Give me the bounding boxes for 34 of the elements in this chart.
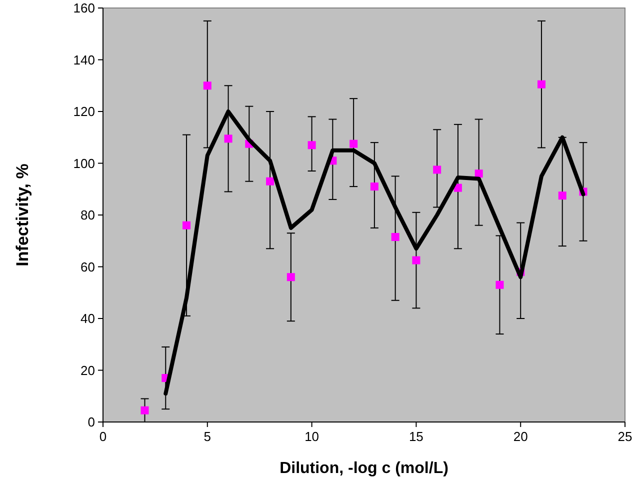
y-tick-label: 120 <box>73 104 95 119</box>
point <box>412 256 420 264</box>
point <box>433 166 442 174</box>
point <box>558 192 566 200</box>
point <box>203 82 212 90</box>
y-tick-label: 80 <box>80 208 95 222</box>
y-tick-label: 0 <box>88 414 95 430</box>
y-tick-label: 40 <box>80 311 95 326</box>
point <box>350 140 358 148</box>
x-tick-label: 15 <box>408 429 424 444</box>
x-axis-title: Dilution, -log c (mol/L) <box>280 460 448 477</box>
point <box>474 170 483 178</box>
x-tick-label: 5 <box>204 429 212 444</box>
y-tick-label: 100 <box>73 156 95 171</box>
point <box>224 134 232 143</box>
y-tick-label: 140 <box>73 52 95 68</box>
point <box>454 184 462 192</box>
x-tick-label: 0 <box>99 429 107 444</box>
point <box>308 141 316 150</box>
point <box>140 406 149 414</box>
point <box>496 280 504 289</box>
point <box>391 232 400 241</box>
point <box>286 273 295 282</box>
y-axis-title: Infectivity, % <box>13 164 32 266</box>
x-tick-label: 20 <box>513 429 528 444</box>
point <box>537 80 546 88</box>
point <box>266 177 274 186</box>
y-tick-label: 160 <box>73 0 95 16</box>
point <box>182 221 191 230</box>
y-tick-label: 20 <box>80 362 95 378</box>
point <box>370 182 378 191</box>
x-tick-label: 25 <box>618 429 632 444</box>
x-tick-label: 10 <box>304 429 320 444</box>
y-tick-label: 60 <box>80 259 95 274</box>
